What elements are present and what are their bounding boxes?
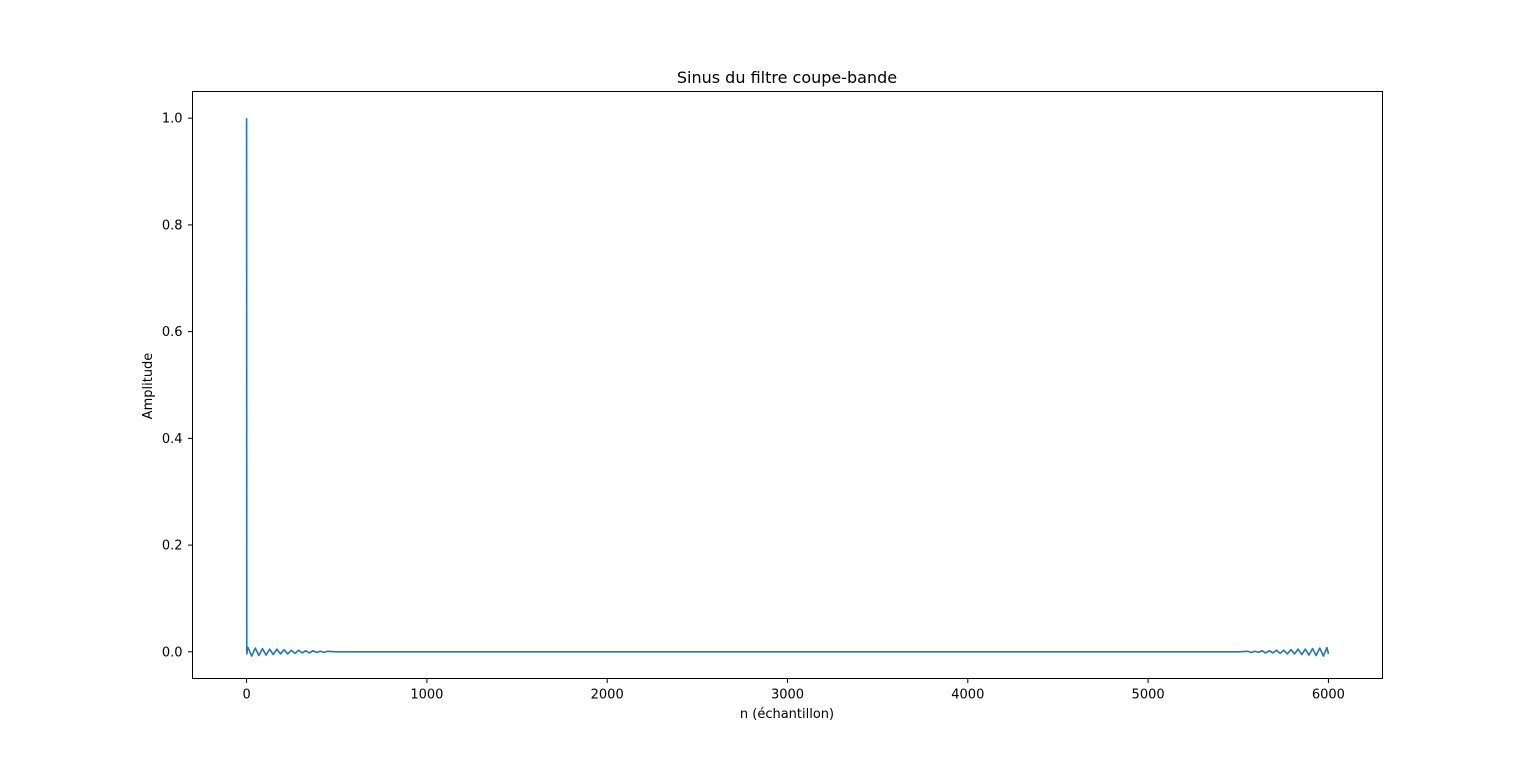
y-tick-label: 1.0 [162,112,183,127]
x-tick-label: 2000 [591,688,624,703]
series-line-1 [245,118,1330,657]
y-axis-label: Amplitude [141,353,156,420]
x-tick-label: 6000 [1312,688,1345,703]
x-tick-label: 3000 [771,688,804,703]
x-tick-label: 1000 [410,688,443,703]
y-tick-label: 0.4 [162,432,183,447]
series-layer [245,118,1330,657]
y-tick-label: 0.8 [162,218,183,233]
x-axis-label: n (échantillon) [740,707,834,722]
chart-title: Sinus du filtre coupe-bande [677,68,897,87]
x-tick-label: 0 [242,688,250,703]
y-axis: 0.0 0.2 0.4 0.6 0.8 1.0 [162,112,193,660]
y-tick-label: 0.0 [162,645,183,660]
y-tick-label: 0.2 [162,539,183,554]
x-axis: 0 1000 2000 3000 4000 5000 6000 [242,678,1345,703]
x-tick-label: 4000 [951,688,984,703]
x-tick-label: 5000 [1132,688,1165,703]
y-tick-label: 0.6 [162,325,183,340]
